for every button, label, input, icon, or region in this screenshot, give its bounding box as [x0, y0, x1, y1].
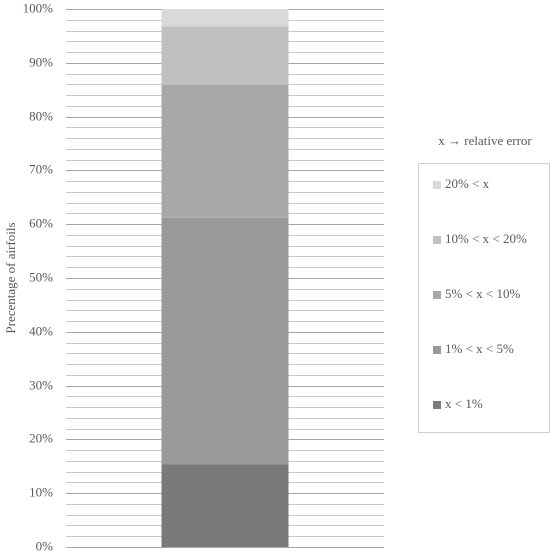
y-tick-label: 20% — [29, 430, 53, 445]
y-tick-label: 100% — [23, 0, 54, 15]
bar-segment — [161, 217, 289, 465]
legend-swatch — [433, 236, 441, 244]
y-tick-label: 80% — [29, 108, 53, 123]
legend-label: 20% < x — [445, 176, 490, 191]
legend-swatch — [433, 401, 441, 409]
y-axis-label: Precentage of airfoils — [3, 222, 18, 333]
y-tick-label: 90% — [29, 54, 53, 69]
bar-segment — [161, 9, 289, 27]
y-tick-label: 30% — [29, 377, 53, 392]
bar-segment — [161, 464, 289, 547]
legend-swatch — [433, 181, 441, 189]
y-tick-label: 10% — [29, 484, 53, 499]
y-tick-label: 50% — [29, 269, 53, 284]
bar-segment — [161, 26, 289, 85]
y-tick-label: 60% — [29, 215, 53, 230]
bar-segment — [161, 84, 289, 218]
legend-swatch — [433, 346, 441, 354]
legend-label: 10% < x < 20% — [445, 231, 527, 246]
legend-label: x < 1% — [445, 396, 483, 411]
y-tick-label: 70% — [29, 161, 53, 176]
y-tick-label: 40% — [29, 323, 53, 338]
legend-title: x → relative error — [438, 133, 532, 148]
legend-label: 5% < x < 10% — [445, 286, 520, 301]
y-tick-label: 0% — [36, 538, 54, 553]
legend-swatch — [433, 291, 441, 299]
legend-label: 1% < x < 5% — [445, 341, 514, 356]
